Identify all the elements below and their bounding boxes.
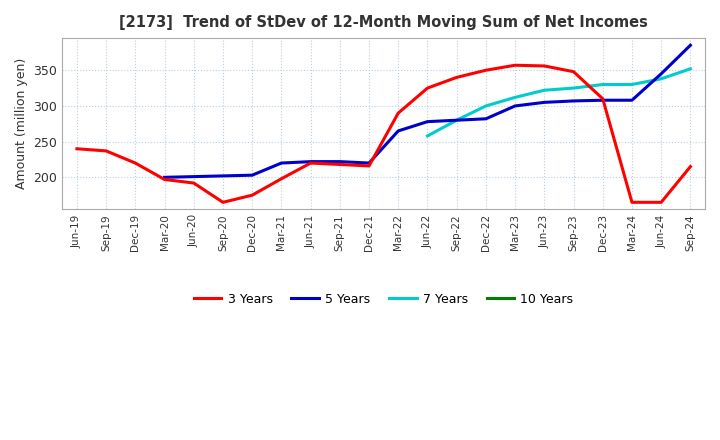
5 Years <box>540 100 549 105</box>
5 Years <box>394 128 402 134</box>
3 Years <box>161 177 169 182</box>
5 Years <box>510 103 519 109</box>
7 Years <box>452 117 461 123</box>
7 Years <box>686 66 695 71</box>
3 Years <box>510 62 519 68</box>
5 Years <box>336 159 344 164</box>
7 Years <box>482 103 490 109</box>
7 Years <box>598 82 607 87</box>
3 Years <box>131 161 140 166</box>
3 Years <box>248 193 256 198</box>
3 Years <box>452 75 461 80</box>
3 Years <box>219 200 228 205</box>
3 Years <box>598 96 607 102</box>
5 Years <box>306 159 315 164</box>
7 Years <box>423 133 432 139</box>
5 Years <box>657 71 665 77</box>
5 Years <box>423 119 432 124</box>
7 Years <box>657 76 665 81</box>
7 Years <box>628 82 636 87</box>
Y-axis label: Amount (million yen): Amount (million yen) <box>15 58 28 189</box>
3 Years <box>423 85 432 91</box>
5 Years <box>277 161 286 166</box>
3 Years <box>189 180 198 186</box>
5 Years <box>452 117 461 123</box>
7 Years <box>510 95 519 100</box>
7 Years <box>540 88 549 93</box>
5 Years <box>161 175 169 180</box>
3 Years <box>306 161 315 166</box>
3 Years <box>336 162 344 167</box>
5 Years <box>598 98 607 103</box>
Line: 7 Years: 7 Years <box>428 69 690 136</box>
3 Years <box>73 146 81 151</box>
5 Years <box>570 98 578 103</box>
5 Years <box>248 172 256 178</box>
3 Years <box>394 110 402 116</box>
5 Years <box>219 173 228 179</box>
3 Years <box>482 68 490 73</box>
3 Years <box>540 63 549 69</box>
Legend: 3 Years, 5 Years, 7 Years, 10 Years: 3 Years, 5 Years, 7 Years, 10 Years <box>189 288 578 311</box>
Title: [2173]  Trend of StDev of 12-Month Moving Sum of Net Incomes: [2173] Trend of StDev of 12-Month Moving… <box>120 15 648 30</box>
3 Years <box>628 200 636 205</box>
5 Years <box>628 98 636 103</box>
5 Years <box>482 116 490 121</box>
5 Years <box>189 174 198 179</box>
Line: 5 Years: 5 Years <box>165 45 690 177</box>
3 Years <box>365 163 374 169</box>
5 Years <box>686 43 695 48</box>
7 Years <box>570 85 578 91</box>
3 Years <box>570 69 578 74</box>
3 Years <box>657 200 665 205</box>
Line: 3 Years: 3 Years <box>77 65 690 202</box>
3 Years <box>686 164 695 169</box>
3 Years <box>277 176 286 181</box>
5 Years <box>365 161 374 166</box>
3 Years <box>102 148 110 154</box>
